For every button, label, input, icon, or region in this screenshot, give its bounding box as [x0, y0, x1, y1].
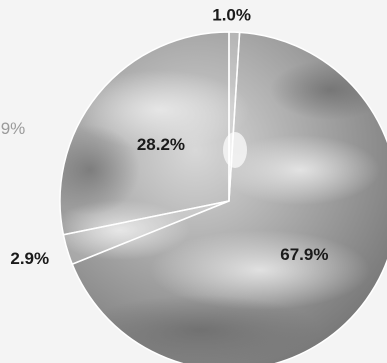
- pie-slice-label: 28.2%: [137, 135, 185, 154]
- pie-slice: [71, 31, 387, 363]
- pie-slices: [59, 31, 387, 363]
- pie-slice-label: 1.0%: [212, 5, 251, 24]
- pie-slice: [59, 31, 230, 236]
- pie-slice-label: 67.9%: [280, 245, 328, 264]
- pie-slice-label: 2.9%: [10, 249, 49, 268]
- partial-offscreen-label: .9%: [0, 119, 25, 138]
- pie-labels: 1.0% 67.9% 2.9% 28.2%: [10, 5, 328, 268]
